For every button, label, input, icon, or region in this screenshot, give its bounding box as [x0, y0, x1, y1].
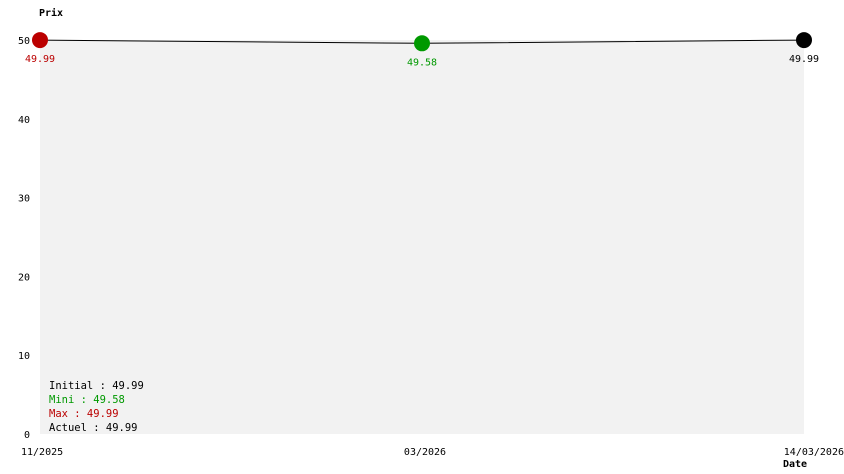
data-point — [32, 32, 48, 49]
x-tick-label: 03/2026 — [404, 447, 446, 458]
plot-area — [40, 40, 804, 434]
legend: Initial : 49.99 Mini : 49.58 Max : 49.99… — [49, 379, 144, 435]
y-tick-label: 10 — [18, 351, 30, 362]
x-tick-label: 11/2025 — [21, 447, 63, 458]
y-tick-label: 0 — [24, 430, 30, 441]
data-label: 49.99 — [25, 54, 55, 65]
x-tick-label: 14/03/2026 — [784, 447, 844, 458]
y-tick-label: 50 — [18, 36, 30, 47]
data-label: 49.58 — [407, 57, 437, 68]
legend-max: Max : 49.99 — [49, 408, 119, 420]
y-tick-label: 30 — [18, 194, 30, 205]
y-tick-label: 20 — [18, 272, 30, 283]
data-label: 49.99 — [789, 54, 819, 65]
y-tick-label: 40 — [18, 115, 30, 126]
legend-actuel: Actuel : 49.99 — [49, 422, 138, 434]
data-point — [414, 35, 430, 52]
y-axis-label: Prix — [39, 7, 63, 19]
data-point — [796, 32, 812, 49]
legend-initial: Initial : 49.99 — [49, 380, 144, 392]
x-axis-label: Date — [783, 459, 807, 470]
legend-mini: Mini : 49.58 — [49, 394, 125, 406]
